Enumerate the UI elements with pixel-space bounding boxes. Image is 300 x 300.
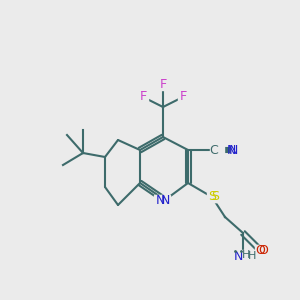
Text: O: O xyxy=(258,244,268,256)
Bar xyxy=(207,192,217,202)
Text: S: S xyxy=(208,190,216,203)
Text: F: F xyxy=(159,79,167,92)
Text: H: H xyxy=(246,252,254,262)
Bar xyxy=(178,92,188,102)
Text: C: C xyxy=(210,143,218,157)
Bar xyxy=(154,195,166,205)
Bar xyxy=(257,245,269,255)
Text: N: N xyxy=(226,143,236,157)
Text: F: F xyxy=(179,91,187,103)
Text: N: N xyxy=(160,194,170,206)
Text: F: F xyxy=(179,91,187,103)
Text: F: F xyxy=(159,79,167,92)
Text: S: S xyxy=(210,190,218,203)
Text: N: N xyxy=(228,143,238,157)
Bar xyxy=(209,192,221,202)
Text: N: N xyxy=(233,250,243,262)
Text: F: F xyxy=(140,91,147,103)
Bar xyxy=(158,80,168,90)
Text: H: H xyxy=(241,254,249,264)
Text: O: O xyxy=(258,244,268,256)
Text: O: O xyxy=(255,244,265,256)
Bar xyxy=(160,195,170,205)
Text: N: N xyxy=(233,250,243,263)
Text: H: H xyxy=(248,251,256,261)
Text: N: N xyxy=(155,194,165,206)
Bar xyxy=(210,145,224,155)
Bar xyxy=(255,245,265,255)
Text: F: F xyxy=(140,91,147,103)
Text: H: H xyxy=(242,250,250,260)
Text: N: N xyxy=(156,194,166,206)
Bar xyxy=(138,92,148,102)
Text: C: C xyxy=(214,143,223,157)
Bar xyxy=(232,250,254,262)
Text: S: S xyxy=(211,190,219,203)
